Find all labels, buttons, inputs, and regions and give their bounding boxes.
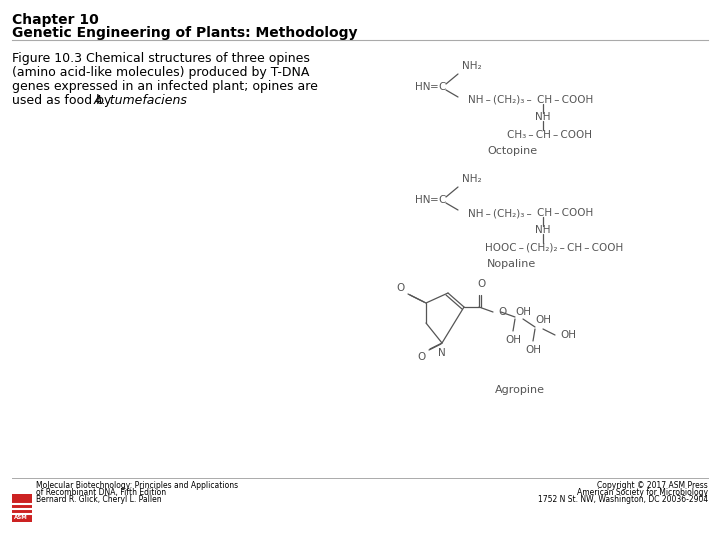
Text: C: C <box>438 195 446 205</box>
Text: OH: OH <box>535 315 551 325</box>
Text: O: O <box>477 279 485 289</box>
Text: =: = <box>430 82 438 92</box>
Text: OH: OH <box>515 307 531 317</box>
Text: NH₂: NH₂ <box>462 174 482 184</box>
Text: NH – (CH₂)₃ –: NH – (CH₂)₃ – <box>468 208 532 218</box>
Text: NH: NH <box>535 225 551 235</box>
Text: OH: OH <box>505 335 521 345</box>
Text: CH – COOH: CH – COOH <box>537 208 593 218</box>
Text: 1752 N St. NW, Washington, DC 20036-2904: 1752 N St. NW, Washington, DC 20036-2904 <box>538 495 708 504</box>
Text: HN: HN <box>415 195 430 205</box>
Text: American Society for Microbiology: American Society for Microbiology <box>577 488 708 497</box>
Text: Chapter 10: Chapter 10 <box>12 13 99 27</box>
Text: Nopaline: Nopaline <box>487 259 536 269</box>
Text: O: O <box>418 352 426 362</box>
Text: O: O <box>498 307 506 317</box>
Text: OH: OH <box>525 345 541 355</box>
Text: NH₂: NH₂ <box>462 61 482 71</box>
Text: NH: NH <box>535 112 551 122</box>
Text: O: O <box>397 283 405 293</box>
Text: =: = <box>430 195 438 205</box>
Text: Bernard R. Glick, Cheryl L. Pallen: Bernard R. Glick, Cheryl L. Pallen <box>36 495 161 504</box>
Text: used as food by: used as food by <box>12 94 115 107</box>
Text: OH: OH <box>560 330 576 340</box>
Text: .: . <box>160 94 164 107</box>
Text: CH – COOH: CH – COOH <box>537 95 593 105</box>
Text: Octopine: Octopine <box>487 146 537 156</box>
Text: N: N <box>438 348 446 358</box>
Text: NH – (CH₂)₃ –: NH – (CH₂)₃ – <box>468 95 532 105</box>
Text: (amino acid-like molecules) produced by T-DNA: (amino acid-like molecules) produced by … <box>12 66 310 79</box>
Text: Figure 10.3 Chemical structures of three opines: Figure 10.3 Chemical structures of three… <box>12 52 310 65</box>
Text: CH₃ – CH – COOH: CH₃ – CH – COOH <box>507 130 592 140</box>
Text: C: C <box>438 82 446 92</box>
Text: HN: HN <box>415 82 430 92</box>
Text: HOOC – (CH₂)₂ – CH – COOH: HOOC – (CH₂)₂ – CH – COOH <box>485 243 624 253</box>
Text: of Recombinant DNA, Fifth Edition: of Recombinant DNA, Fifth Edition <box>36 488 166 497</box>
Text: Agropine: Agropine <box>495 385 545 395</box>
Text: Genetic Engineering of Plants: Methodology: Genetic Engineering of Plants: Methodolo… <box>12 26 358 40</box>
Bar <box>12 494 32 522</box>
Text: A. tumefaciens: A. tumefaciens <box>94 94 188 107</box>
Text: ASM: ASM <box>14 515 28 520</box>
Text: genes expressed in an infected plant; opines are: genes expressed in an infected plant; op… <box>12 80 318 93</box>
Text: Copyright © 2017 ASM Press: Copyright © 2017 ASM Press <box>598 481 708 490</box>
Text: Molecular Biotechnology: Principles and Applications: Molecular Biotechnology: Principles and … <box>36 481 238 490</box>
